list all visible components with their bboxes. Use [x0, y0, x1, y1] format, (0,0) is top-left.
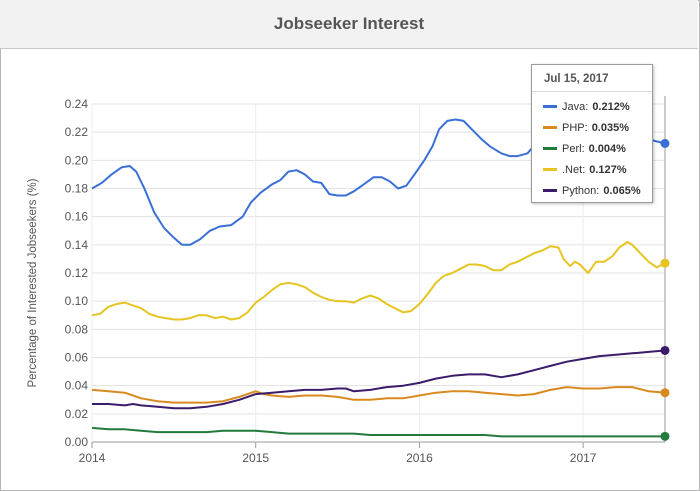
- legend-swatch-php: [543, 126, 557, 129]
- series-line-net: [91, 241, 666, 321]
- y-tick-label: 0.24: [65, 97, 89, 111]
- y-tick-label: 0.18: [65, 182, 89, 196]
- chart-title: Jobseeker Interest: [273, 14, 425, 33]
- series-line-perl: [91, 426, 665, 438]
- x-tick-label: 2015: [242, 451, 269, 465]
- series-endpoint-php: [660, 388, 670, 398]
- tooltip-row-python: Python: 0.065%: [532, 180, 652, 201]
- tooltip-series-value: 0.035%: [591, 121, 629, 134]
- tooltip-series-name: PHP: [562, 121, 585, 134]
- y-tick-label: 0.20: [65, 153, 89, 167]
- y-tick-label: 0.22: [65, 125, 89, 139]
- legend-swatch-perl: [543, 147, 557, 150]
- tooltip-date: Jul 15, 2017: [544, 73, 609, 85]
- y-tick-label: 0.12: [65, 266, 89, 280]
- x-tick-label: 2014: [79, 451, 106, 465]
- tooltip-series-name: .Net: [562, 163, 583, 176]
- y-tick-label: 0.00: [65, 435, 89, 449]
- tooltip-row-net: .Net: 0.127%: [532, 159, 652, 180]
- y-tick-label: 0.04: [65, 379, 89, 393]
- y-tick-label: 0.06: [65, 351, 89, 365]
- tooltip-row-php: PHP: 0.035%: [532, 117, 652, 138]
- series-endpoint-java: [660, 138, 670, 148]
- y-tick-label: 0.02: [65, 407, 89, 421]
- tooltip-divider: [532, 91, 652, 92]
- tooltip-series-name: Perl: [562, 142, 582, 155]
- tooltip-series-value: 0.004%: [588, 142, 626, 155]
- legend-swatch-python: [543, 189, 557, 192]
- y-tick-label: 0.10: [65, 294, 89, 308]
- x-tick-label: 2016: [406, 451, 433, 465]
- chart-header: Jobseeker Interest: [0, 0, 698, 49]
- x-tick-label: 2017: [570, 451, 597, 465]
- tooltip-series-name: Java: [562, 100, 586, 113]
- y-axis-title: Percentage of Interested Jobseekers (%): [27, 178, 39, 387]
- tooltip-series-value: 0.065%: [603, 184, 641, 197]
- y-tick-label: 0.14: [65, 238, 89, 252]
- tooltip-series-value: 0.212%: [592, 100, 630, 113]
- series-endpoint-perl: [660, 431, 670, 441]
- tooltip-series-value: 0.127%: [589, 163, 627, 176]
- tooltip-series-name: Python: [562, 184, 597, 197]
- tooltip-row-java: Java: 0.212%: [532, 96, 652, 117]
- series-line-python: [92, 349, 666, 410]
- series-endpoint-net: [660, 258, 670, 268]
- legend-swatch-net: [543, 168, 557, 171]
- y-tick-label: 0.08: [65, 322, 89, 336]
- legend-swatch-java: [543, 105, 557, 108]
- tooltip-row-perl: Perl: 0.004%: [532, 138, 652, 159]
- series-line-php: [91, 386, 666, 404]
- series-endpoint-python: [660, 345, 670, 355]
- hover-tooltip: Jul 15, 2017 Java: 0.212% PHP: 0.035% Pe…: [531, 64, 653, 203]
- y-tick-label: 0.16: [65, 210, 89, 224]
